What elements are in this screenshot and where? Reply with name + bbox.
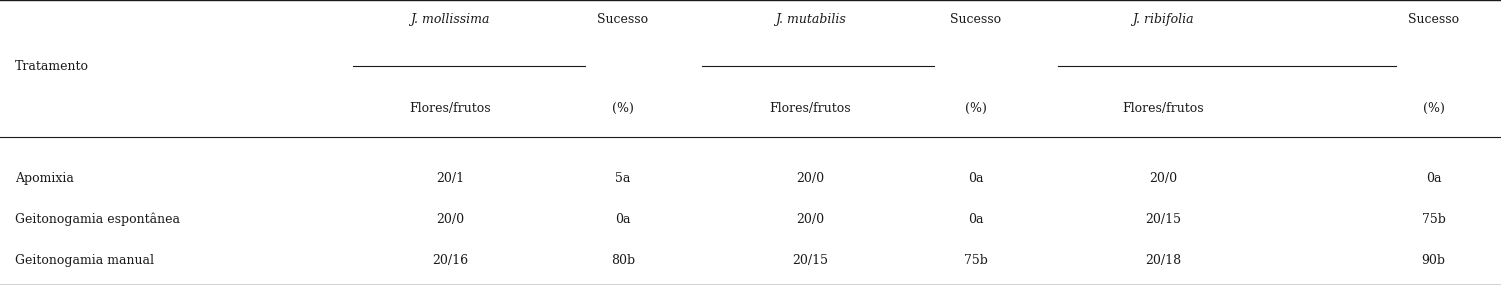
Text: 0a: 0a xyxy=(968,172,983,185)
Text: 75b: 75b xyxy=(1421,213,1445,226)
Text: 20/0: 20/0 xyxy=(797,213,824,226)
Text: Flores/frutos: Flores/frutos xyxy=(770,102,851,115)
Text: 20/15: 20/15 xyxy=(793,254,829,267)
Text: 20/18: 20/18 xyxy=(1145,254,1181,267)
Text: 20/0: 20/0 xyxy=(1150,172,1177,185)
Text: (%): (%) xyxy=(965,102,986,115)
Text: Apomixia: Apomixia xyxy=(15,172,74,185)
Text: 20/0: 20/0 xyxy=(797,172,824,185)
Text: J. ribifolia: J. ribifolia xyxy=(1132,13,1195,26)
Text: Flores/frutos: Flores/frutos xyxy=(410,102,491,115)
Text: (%): (%) xyxy=(612,102,633,115)
Text: 0a: 0a xyxy=(968,213,983,226)
Text: 20/16: 20/16 xyxy=(432,254,468,267)
Text: Geitonogamia espontânea: Geitonogamia espontânea xyxy=(15,213,180,226)
Text: Geitonogamia manual: Geitonogamia manual xyxy=(15,254,155,267)
Text: 20/15: 20/15 xyxy=(1145,213,1181,226)
Text: Sucesso: Sucesso xyxy=(950,13,1001,26)
Text: 90b: 90b xyxy=(1421,254,1445,267)
Text: (%): (%) xyxy=(1423,102,1444,115)
Text: Sucesso: Sucesso xyxy=(1408,13,1459,26)
Text: 5a: 5a xyxy=(615,172,630,185)
Text: J. mollissima: J. mollissima xyxy=(411,13,489,26)
Text: 80b: 80b xyxy=(611,254,635,267)
Text: 0a: 0a xyxy=(615,213,630,226)
Text: 0a: 0a xyxy=(1426,172,1441,185)
Text: 20/1: 20/1 xyxy=(437,172,464,185)
Text: 75b: 75b xyxy=(964,254,988,267)
Text: 20/0: 20/0 xyxy=(437,213,464,226)
Text: Sucesso: Sucesso xyxy=(597,13,648,26)
Text: Flores/frutos: Flores/frutos xyxy=(1123,102,1204,115)
Text: Tratamento: Tratamento xyxy=(15,60,89,74)
Text: J. mutabilis: J. mutabilis xyxy=(775,13,847,26)
